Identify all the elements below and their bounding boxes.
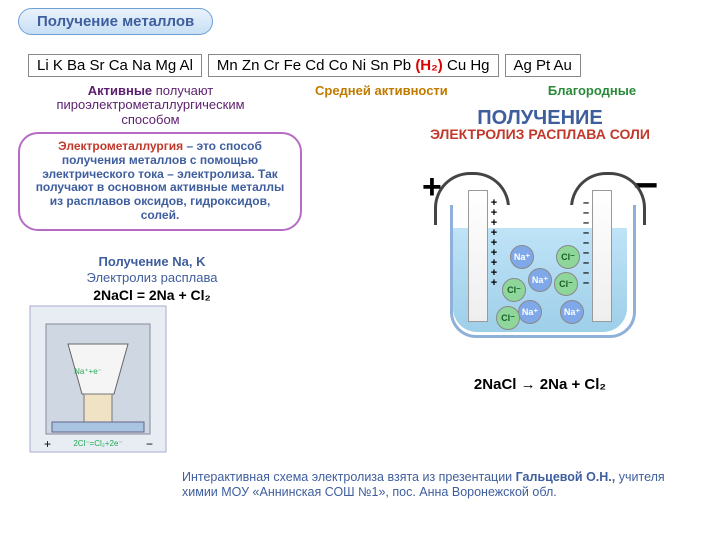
credit-pre: Интерактивная схема электролиза взята из… xyxy=(182,470,516,484)
definition-box: Электрометаллургия – это способ получени… xyxy=(18,132,302,231)
cathode xyxy=(592,190,612,322)
nak-line1: Получение Na, K xyxy=(42,254,262,270)
nak-equation: 2NaCl = 2Na + Cl₂ xyxy=(42,287,262,304)
cathode-marks: ––––––––– xyxy=(581,198,591,288)
diagram-title: ПОЛУЧЕНИЕ xyxy=(380,108,700,128)
ion-na: Na⁺ xyxy=(528,268,552,292)
ion-na: Na⁺ xyxy=(560,300,584,324)
ion-cl: Cl⁻ xyxy=(496,306,520,330)
credit-text: Интерактивная схема электролиза взята из… xyxy=(182,470,692,500)
electrolysis-diagram: ПОЛУЧЕНИЕ ЭЛЕКТРОЛИЗ РАСПЛАВА СОЛИ + – +… xyxy=(380,108,700,468)
credit-bold: Гальцевой О.Н., xyxy=(516,470,616,484)
page-title: Получение металлов xyxy=(18,8,213,35)
series-mid-h2: (H₂) xyxy=(415,57,443,74)
series-mid: Mn Zn Cr Fe Cd Co Ni Sn Pb (H₂) Cu Hg xyxy=(208,54,499,77)
category-active: Активные получают пироэлектрометаллургич… xyxy=(28,84,273,127)
series-mid-pre: Mn Zn Cr Fe Cd Co Ni Sn Pb xyxy=(217,57,415,74)
ion-na: Na⁺ xyxy=(510,245,534,269)
ion-na: Na⁺ xyxy=(518,300,542,324)
svg-text:Na⁺+e⁻: Na⁺+e⁻ xyxy=(74,367,102,376)
anode-marks: +++++++++ xyxy=(489,198,499,288)
svg-text:+: + xyxy=(44,437,51,451)
series-noble: Ag Pt Au xyxy=(505,54,581,77)
category-noble: Благородные xyxy=(532,84,652,98)
diagram-equation: 2NaCl → 2Na + Cl₂ xyxy=(380,376,700,393)
svg-text:2Cl⁻=Cl₂+2e⁻: 2Cl⁻=Cl₂+2e⁻ xyxy=(73,439,122,448)
ion-cl: Cl⁻ xyxy=(554,272,578,296)
category-mid: Средней активности xyxy=(315,84,448,98)
nak-box: Получение Na, K Электролиз расплава 2NaC… xyxy=(42,254,262,304)
series-mid-post: Cu Hg xyxy=(443,57,490,74)
ion-cl: Cl⁻ xyxy=(556,245,580,269)
anode xyxy=(468,190,488,322)
series-active: Li K Ba Sr Ca Na Mg Al xyxy=(28,54,202,77)
furnace-schematic: Na⁺+e⁻ 2Cl⁻=Cl₂+2e⁻ + − xyxy=(28,304,168,454)
cat-active-bold: Активные xyxy=(88,83,156,98)
nak-line2: Электролиз расплава xyxy=(42,270,262,286)
activity-series: Li K Ba Sr Ca Na Mg Al Mn Zn Cr Fe Cd Co… xyxy=(28,54,581,77)
definition-lead: Электрометаллургия xyxy=(58,139,186,153)
ion-cl: Cl⁻ xyxy=(502,278,526,302)
diagram-subtitle: ЭЛЕКТРОЛИЗ РАСПЛАВА СОЛИ xyxy=(380,126,700,142)
svg-text:−: − xyxy=(146,437,153,451)
